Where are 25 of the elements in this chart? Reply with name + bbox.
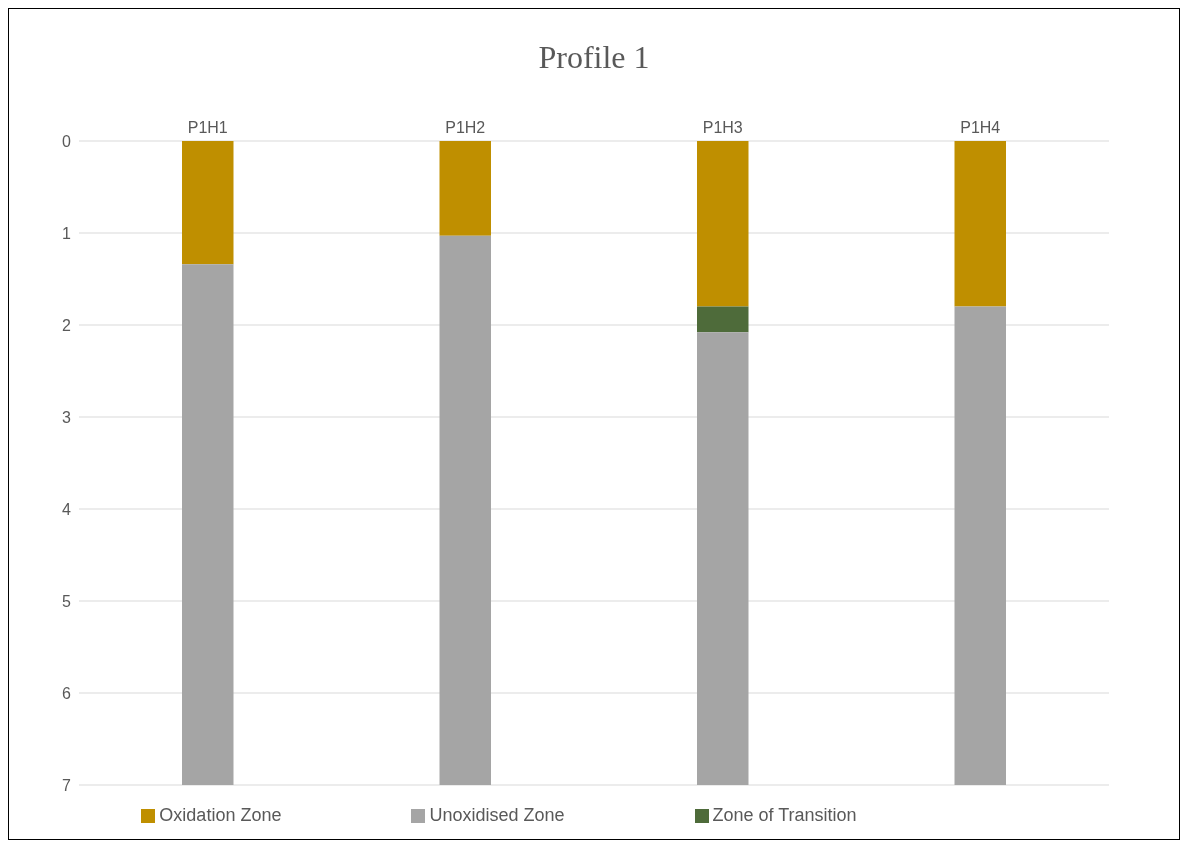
bar [439,141,491,236]
x-tick-label: P1H3 [702,119,743,136]
bar [954,141,1006,307]
y-tick-label: 4 [62,500,72,518]
y-tick-label: 0 [62,132,72,150]
bar [182,141,234,265]
x-tick-label: P1H4 [960,119,1001,136]
legend-label: Zone of Transition [712,805,857,825]
bar [697,332,749,785]
x-tick-label: P1H2 [445,119,486,136]
y-tick-label: 5 [62,592,72,610]
bar [182,264,234,785]
y-tick-label: 6 [62,684,72,702]
y-tick-label: 2 [62,316,72,334]
bar [697,141,749,307]
bar [697,306,749,333]
bar [439,235,491,785]
legend-label: Oxidation Zone [159,805,282,825]
x-tick-label: P1H1 [187,119,228,136]
y-tick-label: 7 [62,776,72,794]
y-tick-label: 3 [62,408,72,426]
legend-label: Unoxidised Zone [429,805,565,825]
bar [954,306,1006,785]
y-tick-label: 1 [62,224,72,242]
chart-title: Profile 1 [537,38,651,77]
